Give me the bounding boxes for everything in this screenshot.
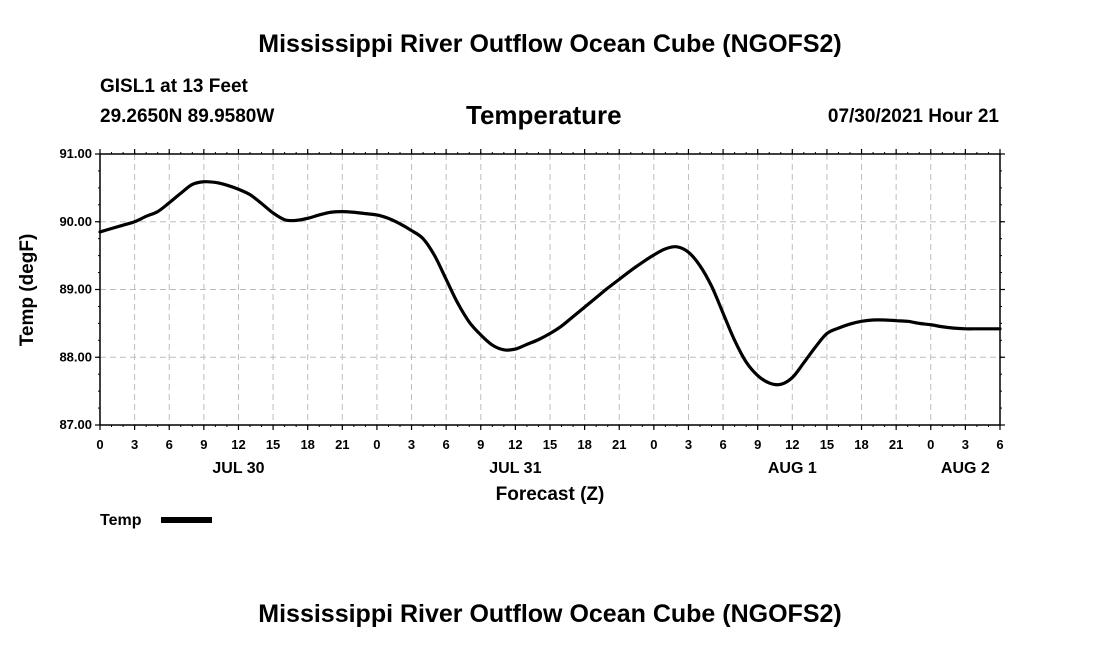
- x-tick-label: 0: [927, 437, 934, 452]
- temperature-chart: 87.00 88.00 89.00 90.00 91.00 0 3 6 9 12 15 18 21 0 3 6…: [17, 146, 1005, 529]
- x-tick-label: 18: [300, 437, 314, 452]
- x-tick-label: 12: [785, 437, 799, 452]
- coordinates-label: 29.2650N 89.9580W: [100, 106, 275, 127]
- x-tick-label: 0: [373, 437, 380, 452]
- day-label: JUL 31: [489, 460, 541, 477]
- x-tick-label: 18: [577, 437, 591, 452]
- day-label: JUL 30: [212, 460, 264, 477]
- y-axis-title: Temp (degF): [17, 234, 38, 347]
- x-tick-label: 3: [685, 437, 692, 452]
- x-tick-label: 6: [996, 437, 1003, 452]
- x-axis-title: Forecast (Z): [496, 484, 605, 505]
- day-label: AUG 1: [768, 460, 817, 477]
- footer-title: Mississippi River Outflow Ocean Cube (NG…: [258, 600, 842, 628]
- datetime-label: 07/30/2021 Hour 21: [827, 106, 999, 127]
- x-tick-label: 0: [96, 437, 103, 452]
- x-tick-label: 18: [854, 437, 868, 452]
- x-tick-label: 12: [231, 437, 245, 452]
- x-tick-label: 6: [719, 437, 726, 452]
- series-layer: [98, 180, 1002, 387]
- y-tick-label: 87.00: [59, 417, 92, 432]
- x-tick-label: 21: [335, 437, 349, 452]
- x-tick-label: 9: [200, 437, 207, 452]
- x-tick-label: 15: [820, 437, 834, 452]
- y-tick-label: 90.00: [59, 214, 92, 229]
- x-tick-label: 3: [962, 437, 969, 452]
- x-tick-label: 21: [889, 437, 903, 452]
- tick-layer: 87.00 88.00 89.00 90.00 91.00 0 3 6 9 12 15 18 21 0 3 6…: [59, 146, 1005, 477]
- day-label: AUG 2: [941, 460, 990, 477]
- legend-label-temp: Temp: [100, 512, 142, 529]
- x-tick-label: 12: [508, 437, 522, 452]
- x-tick-label: 6: [443, 437, 450, 452]
- x-tick-label: 15: [543, 437, 557, 452]
- y-tick-label: 89.00: [59, 282, 92, 297]
- y-tick-label: 91.00: [59, 146, 92, 161]
- x-tick-label: 15: [266, 437, 280, 452]
- grid-layer: [100, 154, 1000, 425]
- y-tick-label: 88.00: [59, 349, 92, 364]
- x-tick-label: 21: [612, 437, 626, 452]
- chart-main-title: Mississippi River Outflow Ocean Cube (NG…: [258, 30, 842, 58]
- x-tick-label: 9: [754, 437, 761, 452]
- station-label: GISL1 at 13 Feet: [100, 76, 248, 97]
- x-tick-label: 9: [477, 437, 484, 452]
- x-tick-label: 0: [650, 437, 657, 452]
- x-tick-label: 6: [166, 437, 173, 452]
- series-line-temp: [98, 180, 1002, 387]
- x-tick-label: 3: [408, 437, 415, 452]
- x-tick-label: 3: [131, 437, 138, 452]
- chart-title: Temperature: [466, 100, 622, 130]
